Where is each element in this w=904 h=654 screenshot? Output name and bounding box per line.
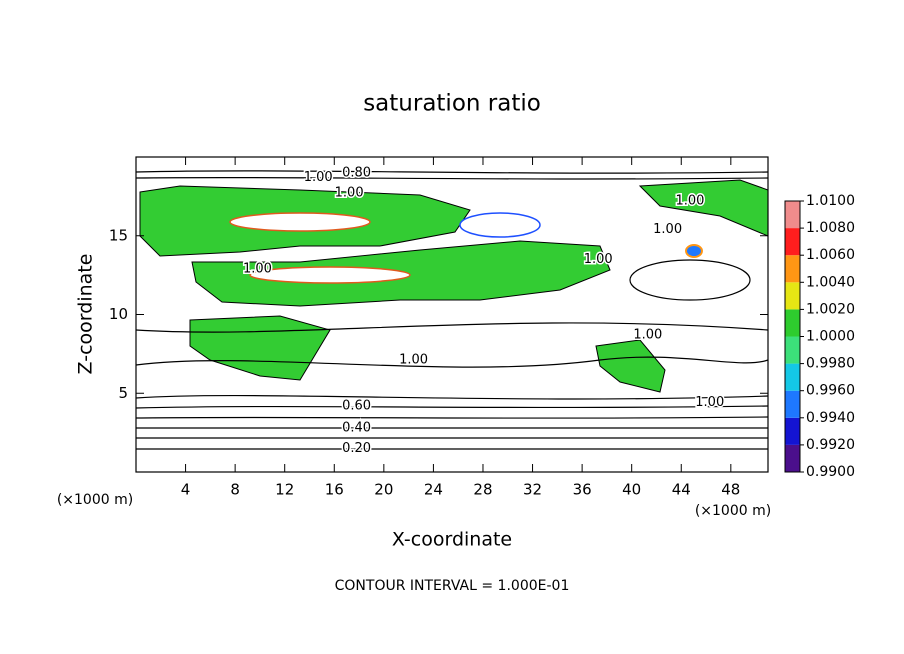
contour-interval: CONTOUR INTERVAL = 1.000E-01 — [335, 578, 570, 594]
x-tick-label: 8 — [230, 481, 240, 499]
chart-title: saturation ratio — [363, 91, 541, 117]
colorbar-tick-label: 1.0080 — [806, 220, 855, 236]
x-tick-label: 28 — [473, 481, 492, 499]
colorbar-segment — [785, 363, 800, 391]
x-tick-label: 36 — [573, 481, 592, 499]
x-tick-label: 44 — [672, 481, 691, 499]
colorbar-segment — [785, 390, 800, 418]
colorbar-tick-label: 1.0060 — [806, 247, 855, 263]
colorbar-tick-label: 1.0040 — [806, 274, 855, 290]
colorbar-segment — [785, 228, 800, 256]
contour-label: 1.00 — [304, 170, 333, 185]
x-tick-label: 16 — [325, 481, 344, 499]
y-tick-label: 15 — [109, 226, 128, 244]
colorbar-tick-label: 1.0100 — [806, 193, 855, 209]
contour-label: 1.00 — [399, 353, 428, 368]
colorbar-tick-label: 1.0000 — [806, 329, 855, 345]
x-tick-label: 4 — [181, 481, 191, 499]
contour-label: 0.60 — [342, 398, 371, 413]
contour-label: 0.40 — [342, 420, 371, 435]
x-tick-label: 12 — [275, 481, 294, 499]
x-unit-label: (×1000 m) — [695, 503, 771, 519]
colorbar-segment — [785, 336, 800, 364]
colorbar-tick-label: 0.9960 — [806, 383, 855, 399]
y-tick-label: 10 — [109, 305, 128, 323]
colorbar-segment — [785, 255, 800, 283]
x-tick-label: 20 — [374, 481, 393, 499]
colorbar-segment — [785, 282, 800, 310]
y-axis-label: Z-coordinate — [75, 254, 97, 375]
contour-label: 0.20 — [342, 441, 371, 456]
colorbar-segment — [785, 201, 800, 229]
colorbar-segment — [785, 309, 800, 337]
contour-label: 1.00 — [633, 327, 662, 342]
contour-label: 1.00 — [695, 395, 724, 410]
colorbar-tick-label: 1.0020 — [806, 301, 855, 317]
contour-label: 1.00 — [653, 222, 682, 237]
contour-label: 1.00 — [584, 252, 613, 267]
colorbar-tick-label: 0.9940 — [806, 410, 855, 426]
colorbar-segment — [785, 444, 800, 472]
contour-label: 1.00 — [243, 261, 272, 276]
colorbar-tick-label: 0.9980 — [806, 356, 855, 372]
y-tick-label: 5 — [118, 384, 128, 402]
x-tick-label: 40 — [622, 481, 641, 499]
x-tick-label: 48 — [721, 481, 740, 499]
colorbar-tick-label: 0.9900 — [806, 464, 855, 480]
colorbar-segment — [785, 417, 800, 445]
x-tick-label: 24 — [424, 481, 443, 499]
contour-label: 0.80 — [342, 165, 371, 180]
x-tick-label: 32 — [523, 481, 542, 499]
contour-label: 1.00 — [335, 186, 364, 201]
contour-field — [135, 157, 769, 472]
x-axis-label: X-coordinate — [392, 529, 512, 551]
colorbar-tick-label: 0.9920 — [806, 437, 855, 453]
contour-label: 1.00 — [675, 194, 704, 209]
y-unit-label: (×1000 m) — [57, 492, 133, 508]
